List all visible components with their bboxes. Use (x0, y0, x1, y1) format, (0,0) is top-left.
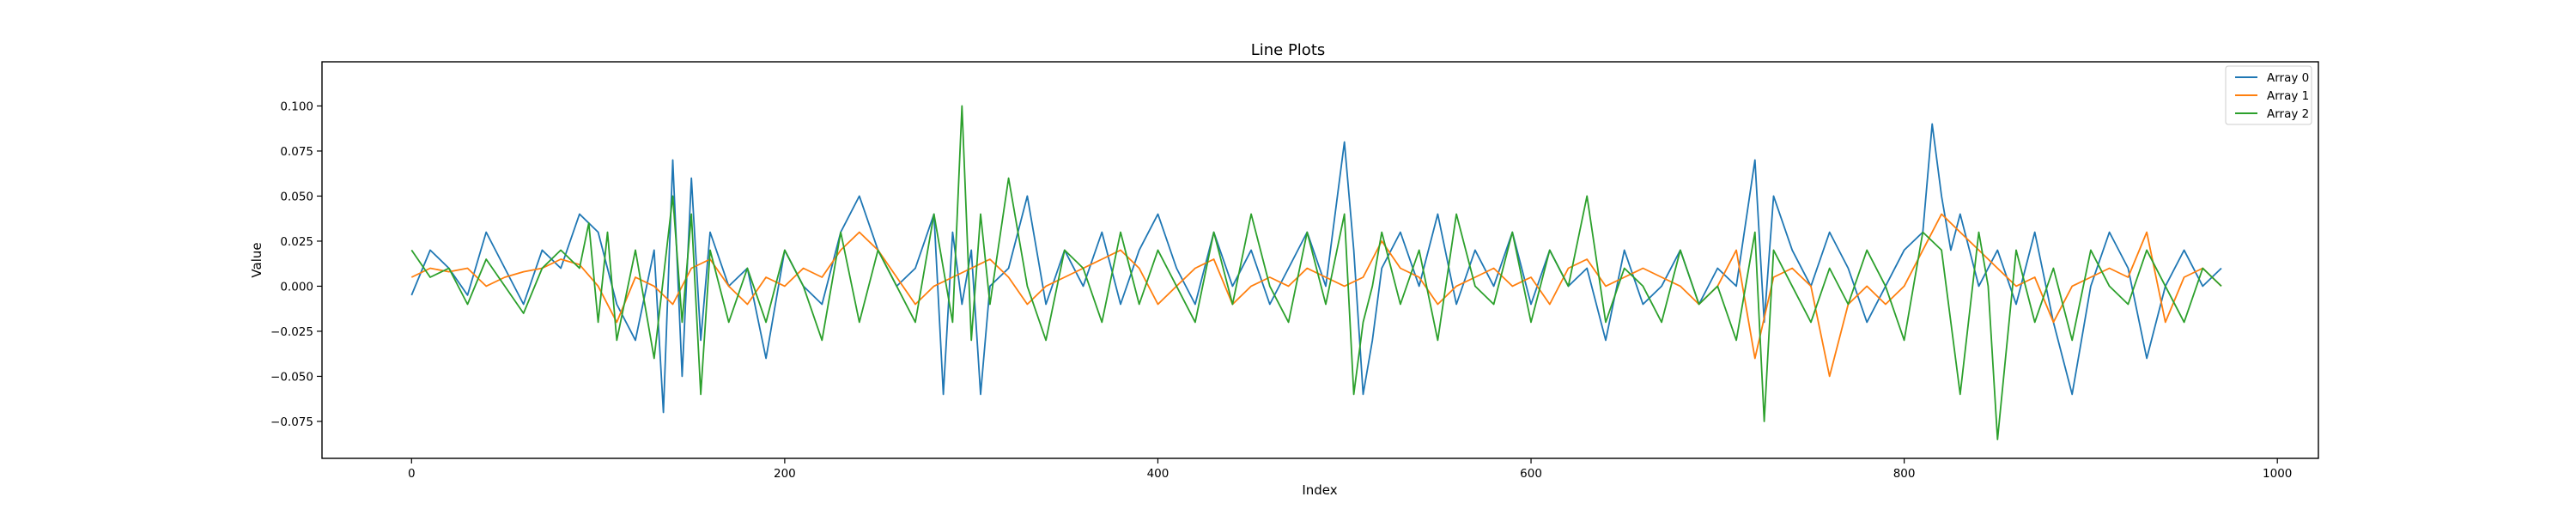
legend-label-array-2: Array 2 (2267, 107, 2309, 121)
axes-frame (321, 61, 2319, 459)
legend: Array 0 Array 1 Array 2 (2225, 65, 2312, 125)
y-tick-label: −0.075 (270, 415, 313, 429)
x-axis-label: Index (1302, 482, 1337, 498)
x-tick-label: 800 (1893, 467, 1916, 481)
legend-box (2225, 65, 2312, 125)
y-tick-label: 0.050 (280, 190, 313, 203)
x-axis-ticks: 0 200 400 600 800 1000 (408, 458, 2292, 481)
y-tick-label: −0.025 (270, 325, 313, 339)
series-layer (410, 105, 2222, 440)
y-axis-ticks: −0.075 −0.050 −0.025 0.000 0.025 0.050 0.075 0.… (270, 100, 322, 429)
x-tick-label: 200 (774, 467, 796, 481)
y-tick-label: 0.075 (280, 145, 313, 159)
legend-label-array-1: Array 1 (2267, 89, 2309, 103)
chart-title: Line Plots (1251, 41, 1326, 59)
x-tick-label: 400 (1147, 467, 1170, 481)
legend-label-array-0: Array 0 (2267, 71, 2309, 85)
y-axis-label: Value (249, 242, 264, 277)
y-tick-label: 0.025 (280, 235, 313, 249)
x-tick-label: 600 (1520, 467, 1542, 481)
plot-area (321, 61, 2319, 459)
x-tick-label: 1000 (2263, 467, 2292, 481)
series-line-array-2 (410, 105, 2222, 440)
y-tick-label: 0.100 (280, 100, 313, 113)
x-tick-label: 0 (408, 467, 416, 481)
y-tick-label: −0.050 (270, 370, 313, 384)
y-tick-label: 0.000 (280, 280, 313, 294)
